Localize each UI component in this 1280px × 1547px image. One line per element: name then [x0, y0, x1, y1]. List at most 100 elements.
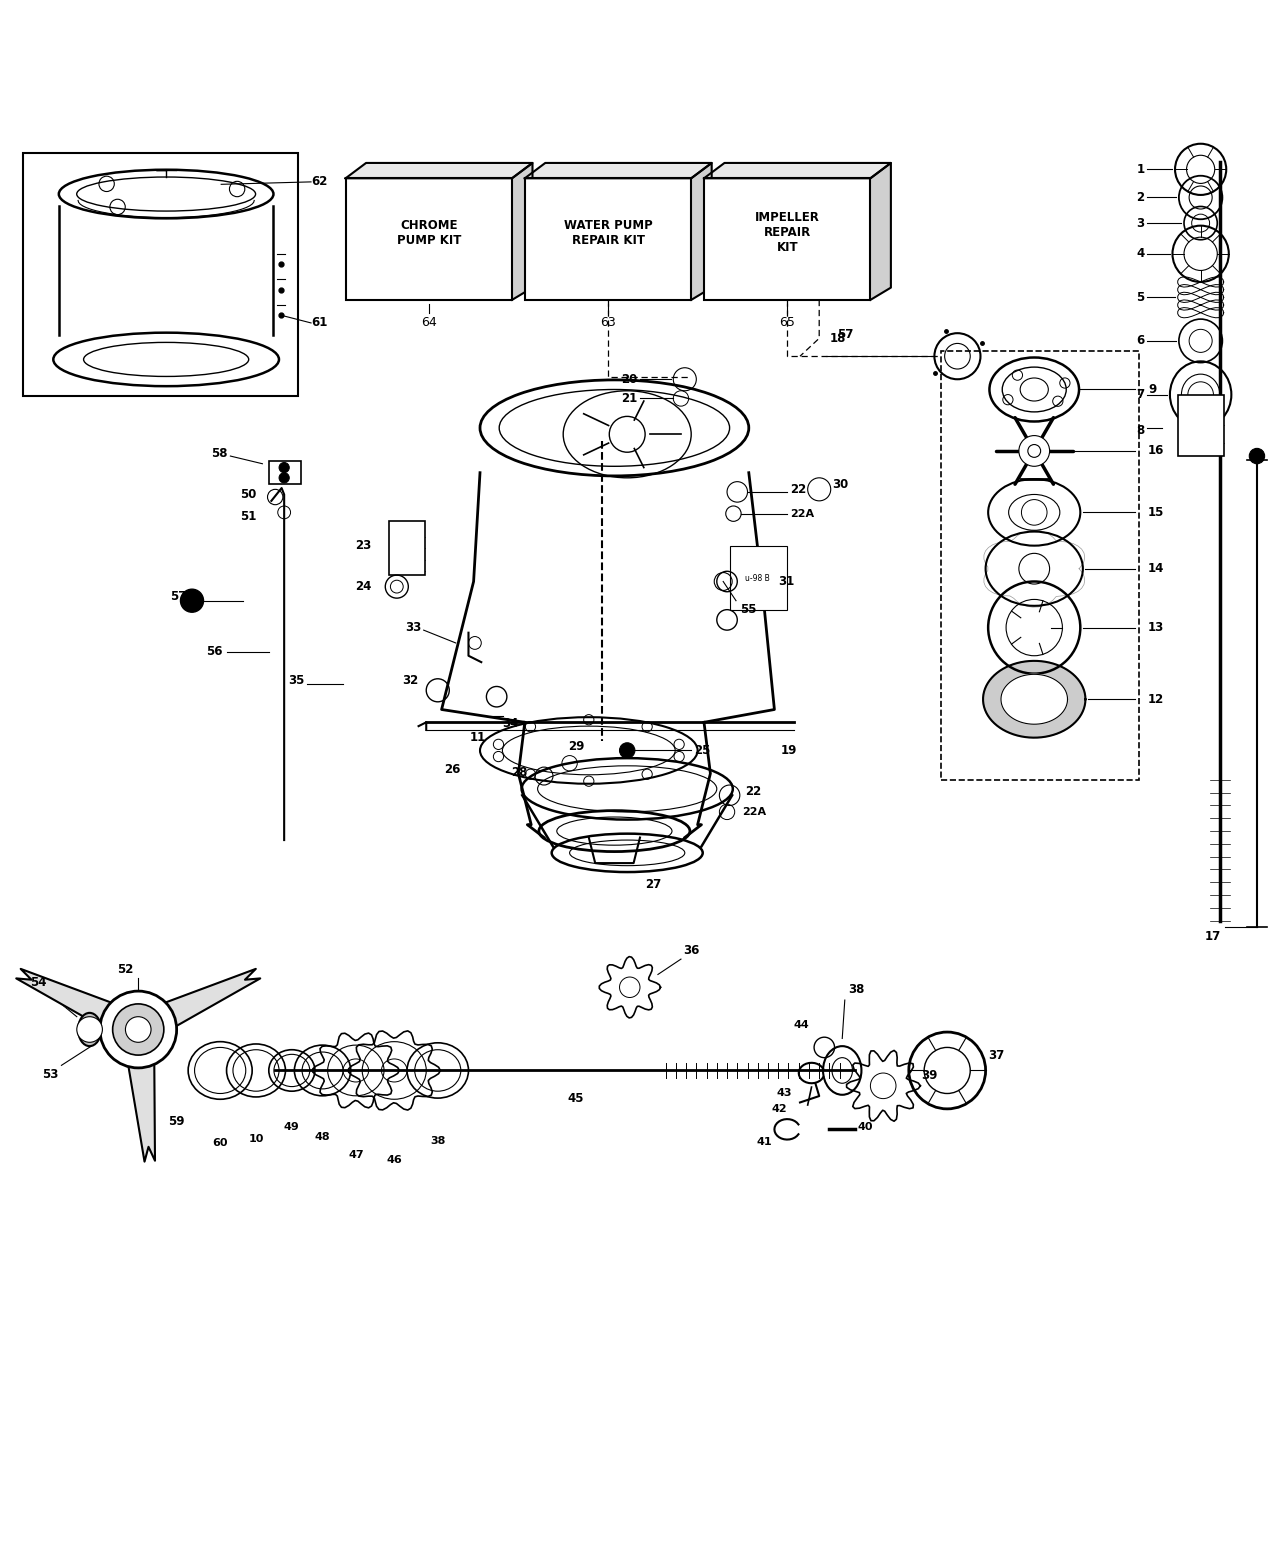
Text: 25: 25 — [694, 744, 710, 756]
Text: 45: 45 — [568, 1092, 584, 1105]
Text: 17: 17 — [1204, 930, 1221, 942]
Text: 58: 58 — [211, 447, 228, 459]
Text: 8: 8 — [1137, 424, 1144, 436]
Circle shape — [808, 478, 831, 501]
Polygon shape — [17, 968, 118, 1029]
Polygon shape — [704, 162, 891, 178]
Text: 16: 16 — [1148, 444, 1165, 458]
Text: 18: 18 — [829, 331, 846, 345]
Text: 49: 49 — [284, 1122, 300, 1132]
Text: 13: 13 — [1148, 620, 1165, 634]
Polygon shape — [159, 968, 260, 1029]
Text: 29: 29 — [568, 739, 584, 753]
Text: 55: 55 — [740, 603, 756, 616]
Text: 32: 32 — [402, 673, 419, 687]
Circle shape — [180, 589, 204, 613]
Text: 63: 63 — [600, 317, 616, 330]
Text: 21: 21 — [621, 391, 637, 405]
Text: 2: 2 — [1137, 190, 1144, 204]
Circle shape — [1019, 436, 1050, 466]
Text: 6: 6 — [1137, 334, 1144, 348]
Bar — [730, 546, 787, 610]
Text: 22: 22 — [745, 784, 762, 798]
Text: CHROME
PUMP KIT: CHROME PUMP KIT — [397, 218, 461, 246]
Text: 61: 61 — [311, 317, 328, 330]
Text: 57: 57 — [170, 591, 187, 603]
Polygon shape — [525, 162, 712, 178]
Text: 41: 41 — [756, 1137, 772, 1146]
Text: 44: 44 — [794, 1019, 809, 1029]
Text: 36: 36 — [684, 944, 700, 956]
Polygon shape — [983, 661, 1085, 738]
Bar — [389, 521, 425, 575]
Bar — [704, 178, 870, 300]
Ellipse shape — [78, 1013, 101, 1046]
Polygon shape — [1001, 674, 1068, 724]
Text: 22A: 22A — [742, 808, 767, 817]
Text: 10: 10 — [248, 1134, 264, 1143]
Circle shape — [1249, 449, 1265, 464]
Text: 52: 52 — [118, 962, 133, 976]
Text: 39: 39 — [922, 1069, 938, 1081]
Text: 19: 19 — [781, 744, 797, 756]
Circle shape — [727, 481, 748, 503]
Text: 62: 62 — [311, 175, 328, 189]
Polygon shape — [346, 162, 532, 178]
Bar — [941, 351, 1139, 780]
Text: 56: 56 — [206, 645, 223, 659]
Text: 43: 43 — [777, 1089, 792, 1098]
Text: 22A: 22A — [790, 509, 814, 518]
Text: 59: 59 — [169, 1115, 184, 1128]
Text: 22: 22 — [790, 483, 806, 497]
Text: 31: 31 — [778, 575, 795, 588]
Text: 24: 24 — [355, 580, 371, 593]
Circle shape — [77, 1016, 102, 1043]
Bar — [23, 153, 298, 396]
Text: 40: 40 — [858, 1122, 873, 1132]
Text: 38: 38 — [430, 1135, 445, 1146]
Text: 1: 1 — [1137, 162, 1144, 176]
Text: 30: 30 — [832, 478, 849, 490]
Text: 65: 65 — [780, 317, 795, 330]
Text: 50: 50 — [239, 487, 256, 501]
Text: 4: 4 — [1137, 248, 1144, 260]
Text: 33: 33 — [404, 620, 421, 634]
Text: 60: 60 — [212, 1139, 228, 1148]
Bar — [525, 178, 691, 300]
Text: 37: 37 — [988, 1049, 1005, 1061]
Circle shape — [100, 992, 177, 1067]
Bar — [1178, 394, 1224, 456]
Circle shape — [279, 473, 289, 483]
Text: 5: 5 — [1137, 291, 1144, 303]
Circle shape — [113, 1004, 164, 1055]
Circle shape — [125, 1016, 151, 1043]
Text: 46: 46 — [387, 1154, 402, 1165]
Text: 14: 14 — [1148, 562, 1165, 575]
Text: IMPELLER
REPAIR
KIT: IMPELLER REPAIR KIT — [755, 212, 819, 254]
Polygon shape — [691, 162, 712, 300]
Text: 57: 57 — [837, 328, 854, 340]
Polygon shape — [870, 162, 891, 300]
Text: 11: 11 — [470, 732, 486, 744]
Circle shape — [620, 743, 635, 758]
Bar — [346, 178, 512, 300]
Text: 7: 7 — [1137, 388, 1144, 401]
Text: 15: 15 — [1148, 506, 1165, 518]
Text: 35: 35 — [288, 673, 305, 687]
Text: 64: 64 — [421, 317, 436, 330]
Polygon shape — [127, 1057, 155, 1162]
Polygon shape — [512, 162, 532, 300]
Bar — [269, 461, 301, 484]
Text: u-98 B: u-98 B — [745, 574, 771, 583]
Text: 23: 23 — [355, 540, 371, 552]
Text: 27: 27 — [645, 879, 660, 891]
Text: 9: 9 — [1148, 384, 1156, 396]
Text: 38: 38 — [849, 984, 865, 996]
Text: 26: 26 — [444, 763, 461, 777]
Text: 54: 54 — [29, 976, 46, 989]
Text: 47: 47 — [348, 1149, 364, 1160]
Text: 42: 42 — [772, 1105, 787, 1114]
Text: 28: 28 — [511, 766, 527, 778]
Circle shape — [279, 463, 289, 473]
Text: 12: 12 — [1148, 693, 1165, 705]
